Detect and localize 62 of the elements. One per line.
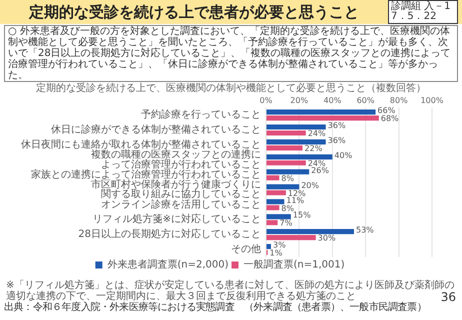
data-label: 26%: [311, 166, 330, 175]
y-tick-label: 複数の職種の医療スタッフとの連携によって治療管理が行われていること: [91, 148, 261, 170]
bar: [266, 205, 280, 210]
data-label: 8%: [281, 204, 294, 213]
y-tick-label: 28日以上の長期処方に対応していること: [78, 228, 261, 240]
legend-label: 一般調査票(n=1,001): [244, 258, 345, 271]
y-tick-label: 予約診療を行っていること: [141, 108, 261, 121]
bar: [266, 244, 271, 250]
y-tick-label: 市区町村や保険者が行う健康づくりに関する取り組みに協力していること: [91, 178, 261, 200]
chart-subtitle: 定期的な受診を続ける上で、医療機関の体制や機能として必要と思うこと（複数回答）: [35, 83, 427, 94]
bar: [266, 124, 326, 130]
bar: [266, 145, 303, 150]
data-label: 7%: [280, 218, 293, 228]
data-label: 15%: [292, 210, 312, 220]
data-label: 68%: [380, 114, 400, 124]
data-label: 24%: [308, 129, 326, 138]
y-tick-label: オンライン診療を活用していること: [101, 198, 261, 210]
bar: [266, 214, 291, 220]
text: 36: [440, 290, 456, 304]
bar: [266, 229, 354, 234]
y-tick-label: 休日に診療ができる体制が整備されていること: [51, 124, 261, 136]
bar: [266, 139, 326, 144]
data-label: 12%: [288, 188, 306, 198]
x-tick-label: 40%: [324, 96, 342, 105]
text: ○ 外来患者及び一般の方を対象とした調査において、「定期的な受診を続ける上で、医療機関の体制や機能として必要と思うこと」を聞いたところ、「予約診療を行っていること」が最も多く、次いで「28日以上の長期処方に対応していること」、「複数の職種の医療スタッフとの連携によって治療管理が行われていること」、「休日に診療ができる体制が整備されていること」等が多かった。: [4, 25, 458, 82]
x-tick-label: 100%: [420, 96, 444, 105]
x-tick-label: 20%: [290, 96, 308, 105]
bar: [266, 110, 376, 115]
bar: [266, 175, 280, 180]
data-label: 22%: [304, 144, 323, 154]
data-label: 53%: [356, 226, 374, 235]
y-tick-label: 家族との連携によって治療管理が行われていること: [31, 168, 261, 180]
bar: [266, 130, 306, 136]
bar: [266, 220, 278, 226]
legend-label: 外来患者調査票(n=2,000): [107, 258, 229, 271]
y-tick-label: リフィル処方箋※に対応していること: [92, 213, 261, 226]
y-tick-label: その他: [231, 243, 261, 256]
data-label: 24%: [308, 158, 326, 168]
data-label: 3%: [272, 240, 286, 250]
data-label: 30%: [318, 234, 336, 243]
data-label: 11%: [286, 196, 304, 205]
bar: [266, 184, 300, 190]
bar: [266, 160, 306, 166]
data-label: 1%: [270, 248, 283, 258]
data-label: 36%: [328, 121, 346, 130]
x-tick-label: 60%: [356, 96, 375, 105]
data-label: 66%: [378, 106, 396, 116]
data-label: 20%: [301, 180, 320, 190]
chart-title: 定期的な受診を続ける上で患者が必要と思うこと: [28, 2, 360, 22]
data-label: 8%: [281, 174, 294, 183]
bar: [266, 116, 379, 121]
x-tick-label: 80%: [390, 96, 408, 105]
data-label: 40%: [334, 150, 353, 160]
x-tick-label: 0%: [260, 96, 273, 105]
bar: [266, 235, 316, 240]
source-note: 出典：令和６年度入院・外来医療等における実態調査 （外来調査（患者票）、一般市民調査票）: [4, 302, 426, 313]
bar: [266, 154, 332, 160]
bar: [266, 169, 310, 174]
bar: [266, 199, 284, 204]
bar: [266, 190, 286, 196]
data-label: 36%: [328, 136, 346, 146]
text: 診調組 入－1 7．5．22: [388, 0, 458, 24]
